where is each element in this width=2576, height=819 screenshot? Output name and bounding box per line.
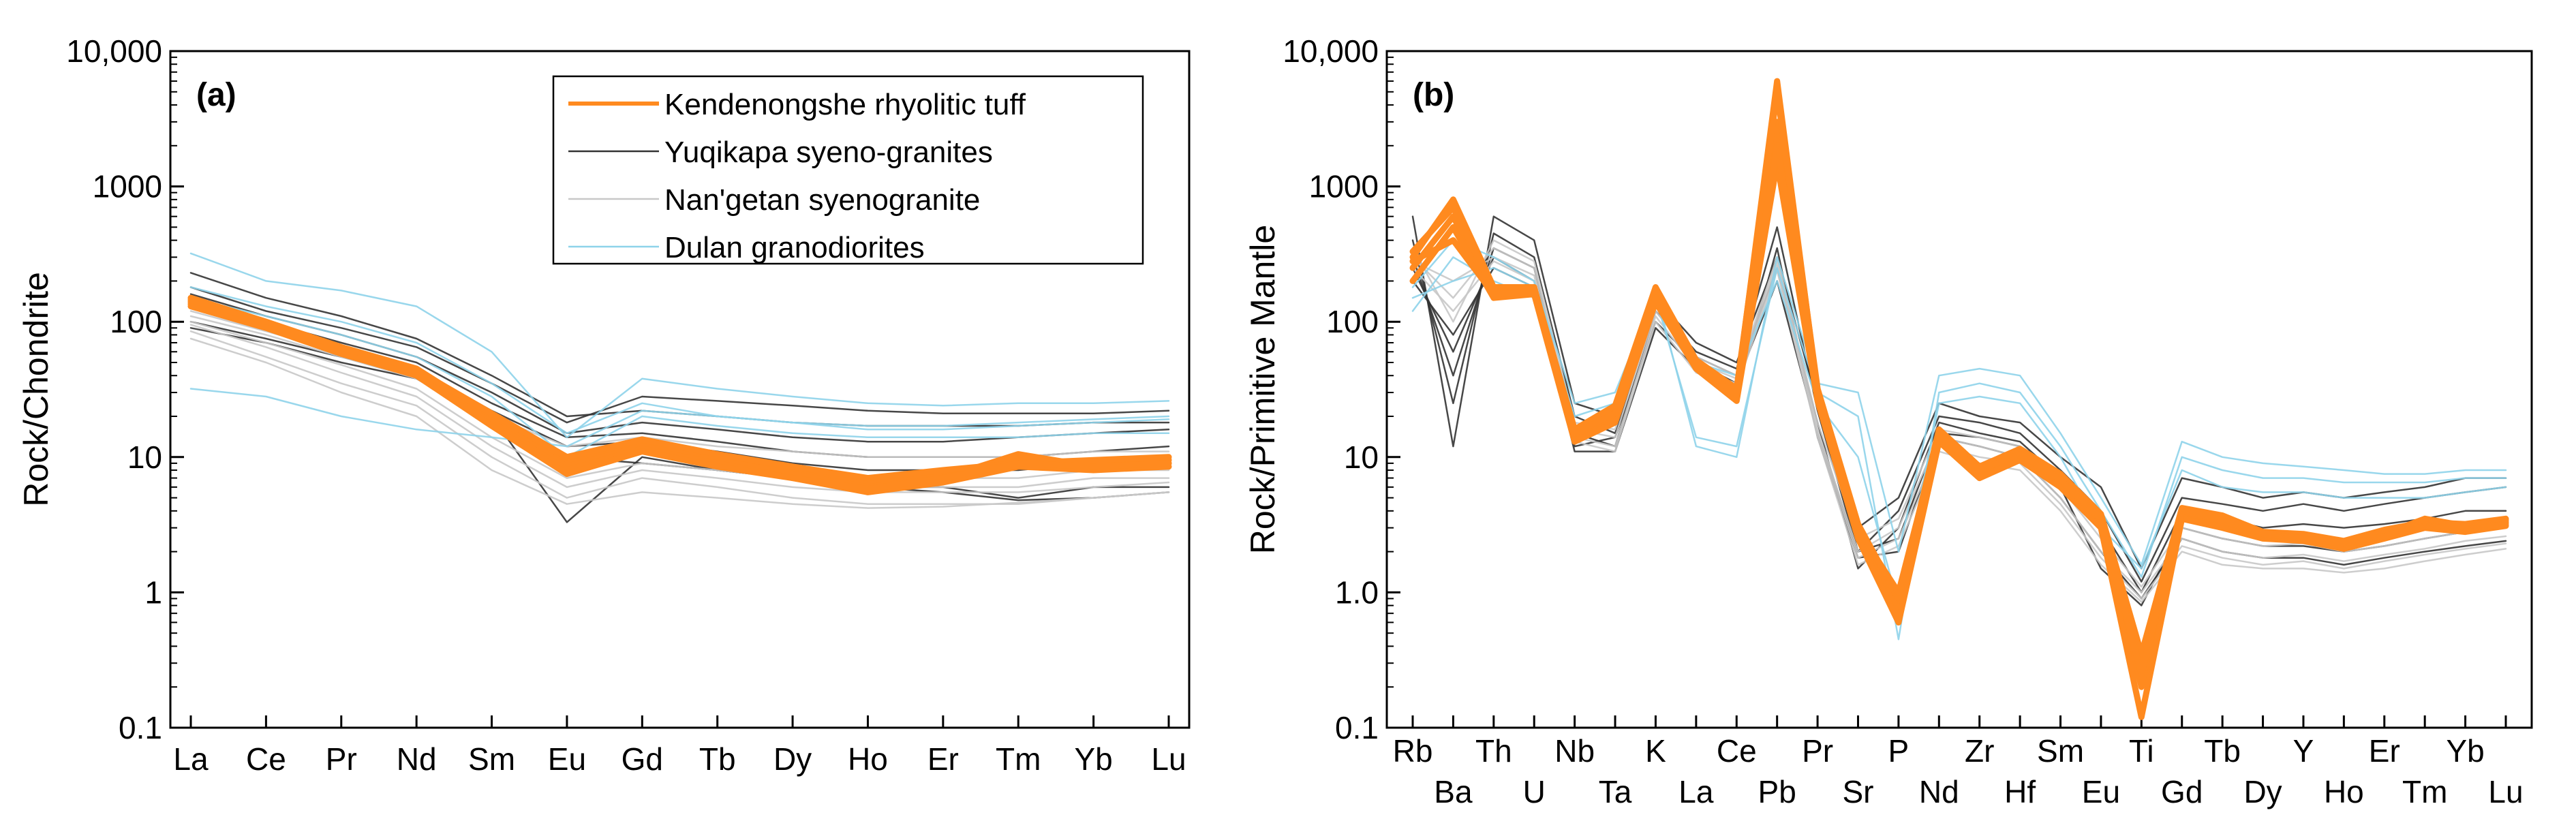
- x-tick-label-zr: Zr: [1965, 733, 1994, 769]
- panel-label: (a): [196, 77, 236, 113]
- x-tick-label-er: Er: [927, 741, 959, 777]
- y-tick-label-0-1: 0.1: [119, 710, 162, 745]
- x-tick-label-rb: Rb: [1393, 733, 1433, 769]
- series-line-kendenongshe-rhyolitic-tuff-14: [1409, 159, 2509, 720]
- series-line-yuqikapa-syeno-granites-2: [189, 293, 1170, 443]
- x-tick-label-yb: Yb: [1074, 741, 1112, 777]
- series-line-dulan-granodiorites-16: [189, 296, 1170, 459]
- x-tick-label-y: Y: [2293, 733, 2314, 769]
- plot-frame: [169, 50, 1191, 729]
- x-tick-label-tb: Tb: [2204, 733, 2241, 769]
- panel-label: (b): [1413, 77, 1454, 113]
- legend-label-kendenongshe-rhyolitic-tuff: Kendenongshe rhyolitic tuff: [664, 88, 1026, 121]
- x-tick-label-ce: Ce: [1717, 733, 1757, 769]
- series-line-dulan-granodiorites-9: [1411, 256, 2507, 566]
- x-tick-label-ba: Ba: [1434, 774, 1473, 809]
- y-axis: 0.1 1.0 10 100 1000 10,000: [1283, 33, 1400, 745]
- x-tick-label-nd: Nd: [397, 741, 437, 777]
- x-tick-label-sm: Sm: [2037, 733, 2084, 769]
- series-line-kendenongshe-rhyolitic-tuff-16: [1409, 142, 2509, 677]
- series-group: [1409, 78, 2509, 720]
- x-tick-label-nd: Nd: [1919, 774, 1959, 809]
- series-line-nan-getan-syenogranite-5: [1411, 239, 2507, 588]
- y-tick-label-10-000: 10,000: [66, 33, 162, 69]
- x-tick-label-ho: Ho: [848, 741, 888, 777]
- series-line-yuqikapa-syeno-granites-1: [189, 286, 1170, 424]
- y-tick-label-100: 100: [110, 304, 162, 339]
- series-line-dulan-granodiorites-15: [189, 286, 1170, 435]
- x-tick-label-dy: Dy: [773, 741, 812, 777]
- x-tick-label-gd: Gd: [2161, 774, 2203, 809]
- x-tick-label-pr: Pr: [1802, 733, 1833, 769]
- series-line-nan-getan-syenogranite-11: [189, 337, 1170, 509]
- x-tick-label-nb: Nb: [1554, 733, 1595, 769]
- x-tick-label-eu: Eu: [548, 741, 586, 777]
- x-tick-label-pr: Pr: [326, 741, 357, 777]
- y-tick-label-1: 1: [144, 574, 162, 610]
- x-tick-label-eu: Eu: [2082, 774, 2120, 809]
- series-line-kendenongshe-rhyolitic-tuff-15: [1409, 89, 2509, 658]
- legend: Kendenongshe rhyolitic tuff Yuqikapa syen…: [552, 75, 1144, 265]
- y-tick-label-1000: 1000: [93, 169, 162, 204]
- x-tick-label-ce: Ce: [246, 741, 286, 777]
- x-tick-label-la: La: [173, 741, 209, 777]
- series-line-dulan-granodiorites-11: [1411, 239, 2507, 606]
- series-line-dulan-granodiorites-13: [189, 252, 1170, 439]
- x-tick-label-tm: Tm: [996, 741, 1041, 777]
- x-tick-label-hf: Hf: [2004, 774, 2036, 809]
- y-axis-label: Rock/Primitive Mantle: [1244, 225, 1282, 554]
- y-axis-label: Rock/Chondrite: [17, 272, 55, 507]
- legend-box: [552, 75, 1144, 265]
- series-line-kendenongshe-rhyolitic-tuff-21: [187, 303, 1172, 493]
- x-tick-label-ti: Ti: [2129, 733, 2154, 769]
- series-line-nan-getan-syenogranite-8: [189, 320, 1170, 489]
- series-line-yuqikapa-syeno-granites-0: [1411, 215, 2507, 570]
- x-tick-label-lu: Lu: [1151, 741, 1186, 777]
- plot-frame: [1385, 50, 2533, 729]
- y-tick-label-0-1: 0.1: [1335, 710, 1379, 745]
- x-tick-label-th: Th: [1475, 733, 1512, 769]
- y-tick-label-10-000: 10,000: [1283, 33, 1379, 69]
- chart-panel-a: 0.1 1 10 100 1000 10,000 Rock/Chondrite La Ce Pr N…: [17, 33, 1191, 777]
- x-tick-label-tm: Tm: [2402, 774, 2447, 809]
- legend-label-nan-getan-syenogranite: Nan'getan syenogranite: [664, 183, 980, 217]
- series-group: [187, 252, 1172, 523]
- x-tick-label-sm: Sm: [468, 741, 515, 777]
- x-tick-label-tb: Tb: [699, 741, 736, 777]
- y-tick-label-10: 10: [1344, 439, 1379, 475]
- x-tick-label-lu: Lu: [2488, 774, 2523, 809]
- series-line-yuqikapa-syeno-granites-2: [1411, 247, 2507, 593]
- x-tick-label-ho: Ho: [2324, 774, 2364, 809]
- x-tick-label-ta: Ta: [1599, 774, 1632, 809]
- x-tick-label-sr: Sr: [1842, 774, 1873, 809]
- x-tick-label-gd: Gd: [622, 741, 663, 777]
- legend-label-dulan-granodiorites: Dulan granodiorites: [664, 231, 925, 264]
- x-tick-label-la: La: [1678, 774, 1714, 809]
- chart-panel-b: 0.1 1.0 10 100 1000 10,000 Rock/Primitive Mant…: [1244, 33, 2533, 809]
- x-tick-label-er: Er: [2369, 733, 2400, 769]
- x-tick-label-k: K: [1645, 733, 1666, 769]
- x-tick-label-p: P: [1888, 733, 1910, 769]
- x-tick-label-u: U: [1523, 774, 1546, 809]
- x-tick-label-pb: Pb: [1758, 774, 1796, 809]
- x-tick-label-yb: Yb: [2446, 733, 2484, 769]
- y-tick-label-1-0: 1.0: [1335, 574, 1379, 610]
- series-line-nan-getan-syenogranite-9: [189, 324, 1170, 493]
- y-tick-label-1000: 1000: [1309, 169, 1379, 204]
- y-tick-label-100: 100: [1326, 304, 1379, 339]
- y-tick-label-10: 10: [127, 439, 162, 475]
- x-tick-label-dy: Dy: [2243, 774, 2282, 809]
- legend-label-yuqikapa-syeno-granites: Yuqikapa syeno-granites: [664, 136, 993, 169]
- x-axis: La Ce Pr Nd Sm Eu Gd Tb Dy Ho Er Tm Yb Lu: [173, 715, 1186, 777]
- series-line-yuqikapa-syeno-granites-3: [189, 300, 1170, 459]
- y-axis: 0.1 1 10 100 1000 10,000: [66, 33, 184, 745]
- series-line-dulan-granodiorites-14: [189, 388, 1170, 448]
